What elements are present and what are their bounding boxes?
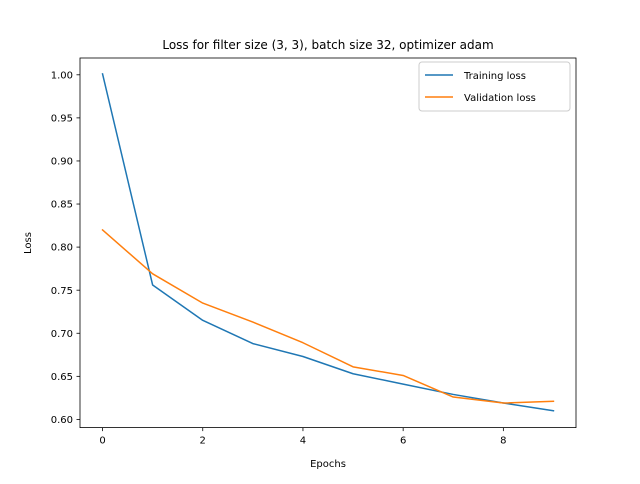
y-tick-label: 0.85 bbox=[51, 200, 73, 211]
axes-frame bbox=[79, 57, 577, 429]
y-tick-label: 0.70 bbox=[51, 329, 73, 340]
legend-box bbox=[418, 61, 571, 112]
legend-label-training-loss: Training loss bbox=[463, 71, 526, 82]
x-axis: 0 2 4 6 8 bbox=[99, 427, 507, 447]
x-tick-label: 0 bbox=[99, 436, 105, 447]
x-tick-label: 2 bbox=[200, 436, 206, 447]
x-tick-label: 4 bbox=[300, 436, 306, 447]
y-axis: 0.60 0.65 0.70 0.75 0.80 0.85 0.90 0.95 1.00 bbox=[51, 70, 80, 426]
y-tick-label: 0.60 bbox=[51, 415, 73, 426]
y-tick-label: 0.90 bbox=[51, 157, 73, 168]
plot-area bbox=[79, 57, 577, 429]
y-axis-label: Loss bbox=[23, 232, 34, 254]
y-tick-label: 0.80 bbox=[51, 243, 73, 254]
x-tick-label: 6 bbox=[400, 436, 406, 447]
series-line-training-loss bbox=[101, 73, 555, 412]
y-tick-label: 0.65 bbox=[51, 372, 73, 383]
y-tick-label: 1.00 bbox=[51, 70, 73, 81]
x-tick-label: 8 bbox=[500, 436, 506, 447]
y-tick-label: 0.95 bbox=[51, 113, 73, 124]
legend-label-validation-loss: Validation loss bbox=[464, 93, 536, 104]
series-line-validation-loss bbox=[101, 228, 555, 404]
x-axis-label: Epochs bbox=[310, 459, 346, 470]
chart-title: Loss for filter size (3, 3), batch size … bbox=[162, 38, 493, 52]
legend: Training loss Validation loss bbox=[418, 61, 571, 112]
y-tick-label: 0.75 bbox=[51, 286, 73, 297]
series-layer bbox=[101, 73, 555, 412]
